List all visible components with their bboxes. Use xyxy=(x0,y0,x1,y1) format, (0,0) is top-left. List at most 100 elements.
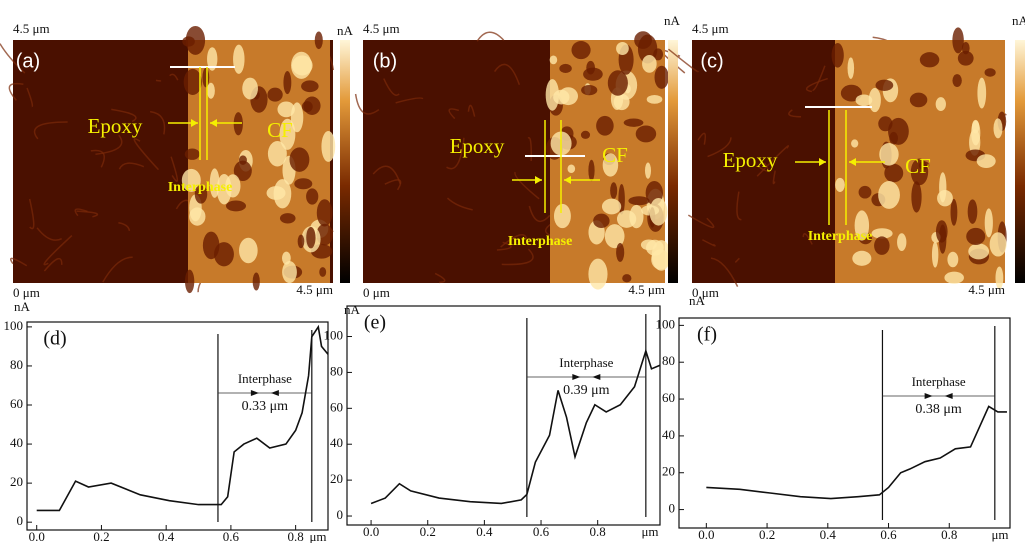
texture xyxy=(76,210,99,218)
cf-texture xyxy=(185,25,206,55)
arrow-head xyxy=(572,374,581,380)
cf-texture xyxy=(306,226,316,249)
cf-texture xyxy=(976,154,996,168)
texture xyxy=(383,78,400,96)
interphase-label: Interphase xyxy=(808,229,873,244)
cf-texture xyxy=(549,55,558,65)
cf-texture xyxy=(242,77,258,100)
colorbar xyxy=(668,40,678,283)
y-tick-label: 20 xyxy=(10,474,23,489)
cf-texture xyxy=(952,27,964,54)
cf-texture xyxy=(966,227,986,246)
cf-texture xyxy=(884,163,904,183)
texture xyxy=(788,109,802,118)
cf-texture xyxy=(950,198,958,226)
texture xyxy=(501,248,534,266)
cf-texture xyxy=(989,232,1007,257)
cf-texture xyxy=(588,159,595,182)
arrow-head xyxy=(191,119,198,127)
texture xyxy=(736,191,742,221)
colorbar xyxy=(1015,40,1025,283)
texture xyxy=(149,110,166,135)
cf-texture xyxy=(835,177,845,192)
cf-texture xyxy=(301,101,313,113)
y-tick-label: 0 xyxy=(669,501,676,516)
texture xyxy=(118,222,131,232)
cf-texture xyxy=(957,50,974,66)
cf-texture xyxy=(840,84,862,102)
cf-texture xyxy=(984,68,996,77)
cf-texture xyxy=(252,272,260,291)
x-unit: μm xyxy=(309,529,326,543)
texture xyxy=(118,162,145,170)
cf-texture xyxy=(909,92,928,108)
cf-texture xyxy=(646,94,663,104)
texture xyxy=(372,165,402,185)
texture xyxy=(687,214,715,229)
panel-label: (a) xyxy=(16,50,40,72)
texture xyxy=(169,73,179,81)
cf-texture xyxy=(571,41,591,60)
texture xyxy=(756,145,789,177)
cf-texture xyxy=(297,234,305,249)
x-tick-label: 0.8 xyxy=(590,524,606,539)
texture xyxy=(36,227,63,241)
cf-texture xyxy=(588,258,608,290)
cf-texture xyxy=(971,120,981,146)
cf-texture xyxy=(183,68,202,96)
cf-texture xyxy=(181,168,201,192)
arrow-head xyxy=(944,393,953,399)
x-tick-label: 0.0 xyxy=(29,529,45,543)
texture xyxy=(710,257,739,287)
texture xyxy=(528,205,551,223)
texture xyxy=(668,48,699,73)
cf-texture xyxy=(944,271,964,284)
texture xyxy=(514,171,540,200)
arrow-head xyxy=(849,158,856,166)
x-tick-label: 0.0 xyxy=(698,527,714,542)
texture xyxy=(395,97,424,104)
texture xyxy=(0,43,26,74)
cf-texture xyxy=(968,243,990,260)
arrow-head xyxy=(819,158,826,166)
cf-texture xyxy=(622,274,632,283)
cf-texture xyxy=(871,228,893,239)
interphase-label: Interphase xyxy=(168,180,233,195)
cf-texture xyxy=(194,184,208,204)
cf-texture xyxy=(879,143,899,166)
texture xyxy=(434,272,446,284)
x-tick-label: 0.8 xyxy=(941,527,957,542)
cf-texture xyxy=(225,174,241,198)
colorbar-unit: nA xyxy=(664,13,681,28)
panel-label: (e) xyxy=(364,312,386,334)
texture xyxy=(9,257,28,267)
texture xyxy=(43,257,63,272)
cf-texture xyxy=(642,54,657,73)
texture xyxy=(102,256,133,283)
annotation: Interphase xyxy=(912,374,966,389)
cf-texture xyxy=(634,31,652,49)
texture xyxy=(90,149,105,168)
cf-texture xyxy=(628,196,650,206)
texture xyxy=(446,137,465,170)
cf-texture xyxy=(233,44,245,74)
texture xyxy=(33,121,68,140)
texture xyxy=(697,132,707,145)
cf-texture xyxy=(651,249,670,270)
y-tick-label: 20 xyxy=(330,471,343,486)
colorbar-unit: nA xyxy=(1012,13,1025,28)
x-tick-label: 0.2 xyxy=(420,524,436,539)
cf-texture xyxy=(649,197,668,226)
interphase-label: Interphase xyxy=(508,234,573,249)
panel-label: (d) xyxy=(43,328,66,350)
panel-label: (b) xyxy=(373,50,397,72)
plot-frame xyxy=(346,305,661,526)
cf-texture xyxy=(852,250,872,266)
texture xyxy=(446,197,473,211)
cf-texture xyxy=(616,41,629,56)
arrow-head xyxy=(535,176,542,184)
texture xyxy=(74,208,88,217)
y-unit: nA xyxy=(689,293,706,308)
width-label: 0.33 μm xyxy=(242,399,289,414)
y-tick-label: 100 xyxy=(656,316,676,331)
